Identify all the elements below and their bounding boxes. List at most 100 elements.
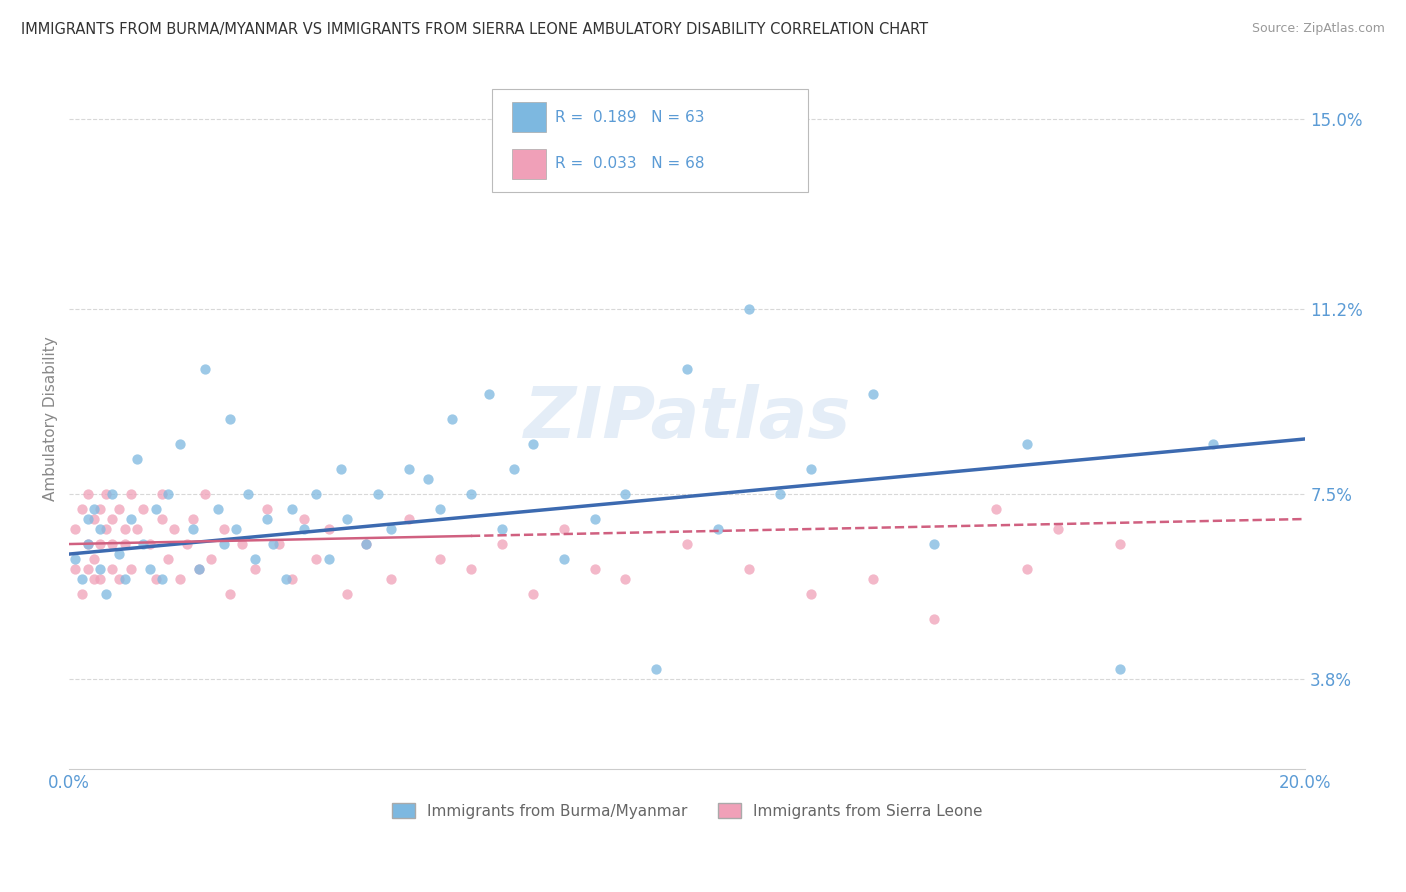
Point bbox=[398, 512, 420, 526]
Point bbox=[522, 587, 544, 601]
Point bbox=[354, 537, 377, 551]
Text: IMMIGRANTS FROM BURMA/MYANMAR VS IMMIGRANTS FROM SIERRA LEONE AMBULATORY DISABIL: IMMIGRANTS FROM BURMA/MYANMAR VS IMMIGRA… bbox=[21, 22, 928, 37]
Point bbox=[76, 537, 98, 551]
Point bbox=[231, 537, 253, 551]
Point bbox=[138, 537, 160, 551]
Point bbox=[676, 537, 699, 551]
Point bbox=[188, 562, 211, 576]
Point bbox=[274, 572, 297, 586]
Point bbox=[157, 487, 180, 501]
Point bbox=[114, 572, 136, 586]
Point bbox=[127, 452, 149, 467]
Point bbox=[107, 572, 129, 586]
Point bbox=[127, 522, 149, 536]
Point bbox=[89, 537, 111, 551]
Point bbox=[478, 387, 501, 401]
Point bbox=[522, 437, 544, 451]
Point bbox=[114, 537, 136, 551]
Point bbox=[132, 537, 155, 551]
Point bbox=[398, 462, 420, 476]
Point bbox=[645, 662, 668, 676]
Point bbox=[336, 587, 359, 601]
Point bbox=[150, 512, 173, 526]
Point bbox=[460, 487, 482, 501]
Point bbox=[1108, 662, 1130, 676]
Point bbox=[83, 552, 105, 566]
Legend: Immigrants from Burma/Myanmar, Immigrants from Sierra Leone: Immigrants from Burma/Myanmar, Immigrant… bbox=[385, 797, 988, 825]
Point bbox=[207, 502, 229, 516]
Point bbox=[243, 552, 266, 566]
Point bbox=[70, 502, 93, 516]
Point bbox=[256, 502, 278, 516]
Point bbox=[305, 487, 328, 501]
Point bbox=[429, 502, 451, 516]
Point bbox=[924, 612, 946, 626]
Point bbox=[280, 502, 302, 516]
Point bbox=[101, 537, 124, 551]
Point bbox=[738, 562, 761, 576]
Point bbox=[114, 522, 136, 536]
Point bbox=[256, 512, 278, 526]
Point bbox=[150, 487, 173, 501]
Point bbox=[330, 462, 353, 476]
Point bbox=[800, 462, 823, 476]
Point bbox=[70, 587, 93, 601]
Point bbox=[120, 512, 142, 526]
Point bbox=[262, 537, 284, 551]
Point bbox=[89, 502, 111, 516]
Point bbox=[354, 537, 377, 551]
Point bbox=[83, 502, 105, 516]
Point bbox=[145, 572, 167, 586]
Point bbox=[862, 572, 884, 586]
Point bbox=[176, 537, 198, 551]
Point bbox=[65, 522, 87, 536]
Point bbox=[862, 387, 884, 401]
Point bbox=[416, 472, 439, 486]
Point bbox=[269, 537, 291, 551]
Point bbox=[583, 562, 606, 576]
Point bbox=[96, 522, 118, 536]
Point bbox=[380, 522, 402, 536]
Point bbox=[83, 572, 105, 586]
Point bbox=[169, 572, 191, 586]
Point bbox=[614, 487, 637, 501]
Point bbox=[188, 562, 211, 576]
Point bbox=[101, 512, 124, 526]
Point bbox=[163, 522, 186, 536]
Point bbox=[1047, 522, 1070, 536]
Point bbox=[460, 562, 482, 576]
Point bbox=[924, 537, 946, 551]
Point bbox=[76, 487, 98, 501]
Point bbox=[132, 502, 155, 516]
Point bbox=[676, 362, 699, 376]
Point bbox=[292, 512, 315, 526]
Text: Source: ZipAtlas.com: Source: ZipAtlas.com bbox=[1251, 22, 1385, 36]
Point bbox=[96, 487, 118, 501]
Point bbox=[76, 512, 98, 526]
Point bbox=[200, 552, 222, 566]
Point bbox=[738, 301, 761, 316]
Point bbox=[101, 562, 124, 576]
Point bbox=[150, 572, 173, 586]
Point bbox=[491, 537, 513, 551]
Point bbox=[219, 412, 242, 426]
Point bbox=[769, 487, 792, 501]
Point bbox=[65, 562, 87, 576]
Point bbox=[318, 552, 340, 566]
Point bbox=[70, 572, 93, 586]
Point bbox=[89, 572, 111, 586]
Point bbox=[212, 522, 235, 536]
Point bbox=[614, 572, 637, 586]
Point bbox=[305, 552, 328, 566]
Point bbox=[583, 512, 606, 526]
Point bbox=[429, 552, 451, 566]
Point bbox=[367, 487, 389, 501]
Text: R =  0.189   N = 63: R = 0.189 N = 63 bbox=[555, 110, 704, 125]
Text: ZIPatlas: ZIPatlas bbox=[523, 384, 851, 453]
Point bbox=[212, 537, 235, 551]
Point bbox=[986, 502, 1008, 516]
Point bbox=[101, 487, 124, 501]
Point bbox=[194, 362, 217, 376]
Point bbox=[219, 587, 242, 601]
Point bbox=[89, 522, 111, 536]
